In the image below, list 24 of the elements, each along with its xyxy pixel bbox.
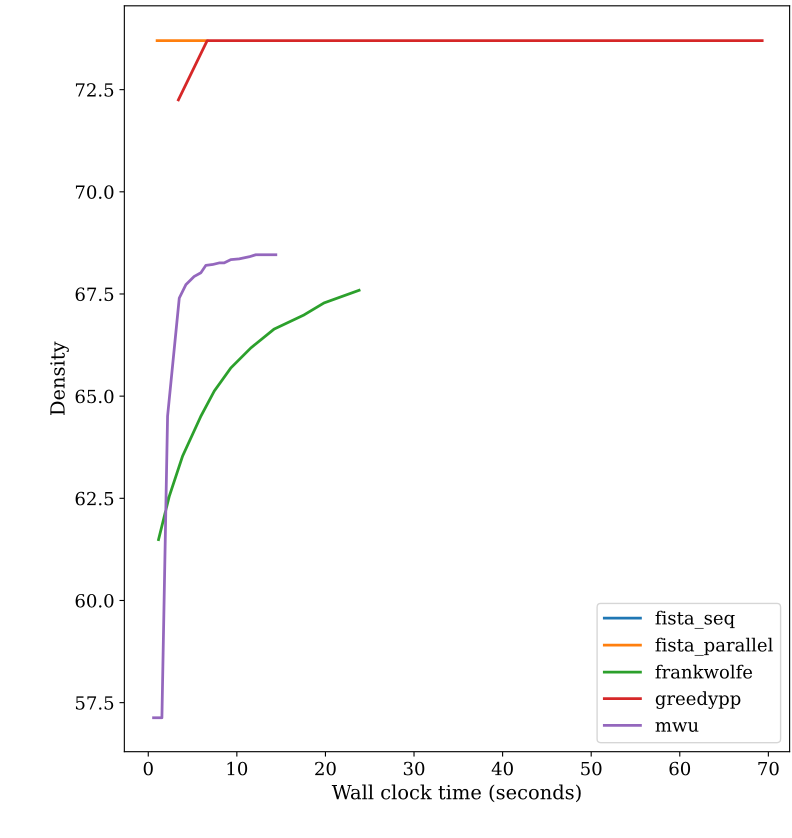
legend-label: fista_seq: [656, 610, 735, 629]
x-tick-label: 30: [404, 762, 424, 776]
legend-label: fista_parallel: [656, 638, 773, 656]
y-tick-label: 60.0: [76, 594, 114, 608]
y-tick-label: 72.5: [76, 83, 114, 97]
x-axis-title: Wall clock time (seconds): [332, 784, 581, 802]
y-tick-label: 65.0: [76, 390, 114, 404]
y-axis-title: Density: [50, 342, 69, 416]
x-tick-label: 40: [492, 762, 513, 776]
y-tick-label: 57.5: [76, 696, 114, 710]
y-tick-label: 67.5: [76, 287, 114, 302]
line-series: [157, 288, 360, 541]
legend-label: greedypp: [656, 691, 740, 709]
x-tick-label: 70: [758, 762, 779, 776]
legend-label: frankwolfe: [656, 664, 752, 679]
y-tick-label: 70.0: [76, 185, 114, 199]
x-tick-label: 10: [228, 762, 248, 776]
x-tick-label: 60: [669, 762, 690, 776]
x-tick-label: 0: [144, 762, 153, 776]
x-tick-label: 20: [315, 762, 336, 776]
x-tick-label: 50: [581, 762, 602, 776]
legend-label: mwu: [656, 722, 698, 732]
line-series: [152, 253, 278, 720]
y-tick-label: 62.5: [76, 492, 114, 506]
